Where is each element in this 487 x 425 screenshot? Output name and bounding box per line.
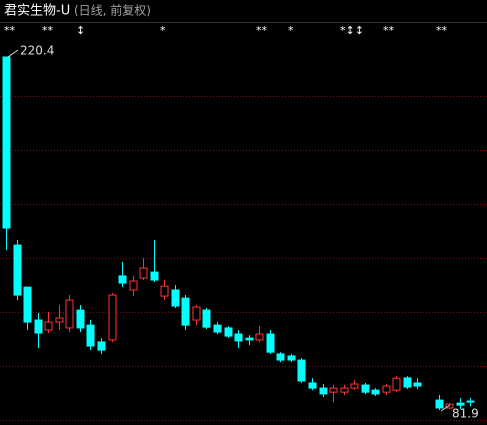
candle-body (150, 271, 159, 281)
candle-body (266, 333, 275, 353)
candle-body (234, 333, 243, 342)
candle-body (213, 324, 222, 333)
min-pointer (440, 404, 451, 412)
candle-body (139, 267, 148, 279)
marker: ↕ (76, 24, 85, 37)
candle-body (55, 317, 64, 323)
marker: ** (256, 24, 268, 37)
candle-body (23, 286, 32, 323)
candle-body (118, 275, 127, 284)
max-label: 220.4 (20, 44, 54, 58)
candle-body (171, 289, 180, 307)
candle-body (350, 383, 359, 389)
candle-body (202, 309, 211, 328)
min-label: 81.9 (452, 407, 479, 421)
max-pointer (7, 49, 19, 58)
candle-body (329, 387, 338, 393)
marker: ** (383, 24, 395, 37)
candle-body (403, 377, 412, 388)
candle-body (44, 321, 53, 331)
candle-body (466, 400, 475, 403)
chart-title: 君实生物-U (4, 4, 70, 19)
candle-body (245, 337, 254, 341)
chart-subtitle: (日线, 前复权) (74, 3, 151, 18)
candle-body (34, 319, 43, 334)
candle-body (192, 306, 201, 321)
candle-body (392, 377, 401, 391)
candle-body (413, 382, 422, 387)
candle-body (435, 399, 444, 409)
marker: ** (42, 24, 54, 37)
candle-body (287, 355, 296, 361)
candle-body (445, 403, 454, 409)
candle-body (181, 297, 190, 326)
candle-body (13, 244, 22, 296)
candle-body (76, 309, 85, 329)
candle-body (97, 341, 106, 351)
candle-body (2, 56, 11, 229)
candle-body (361, 384, 370, 393)
candles (2, 56, 475, 410)
candle-body (382, 385, 391, 393)
candle-body (456, 402, 465, 406)
candle-body (319, 387, 328, 395)
candle-body (86, 324, 95, 347)
candle-body (255, 333, 264, 341)
candle-body (160, 285, 169, 297)
marker: ** (4, 24, 16, 37)
marker: ** (436, 24, 448, 37)
marker: * (160, 24, 166, 37)
candle-body (308, 382, 317, 389)
candle-body (340, 387, 349, 393)
candle-body (65, 299, 74, 329)
marker: *↕↕ (340, 24, 364, 37)
candle-body (297, 359, 306, 382)
marker: * (288, 24, 294, 37)
candle-body (129, 280, 138, 291)
candle-body (276, 353, 285, 361)
candle-body (224, 327, 233, 337)
candle-body (371, 389, 380, 395)
candle-body (108, 294, 117, 341)
